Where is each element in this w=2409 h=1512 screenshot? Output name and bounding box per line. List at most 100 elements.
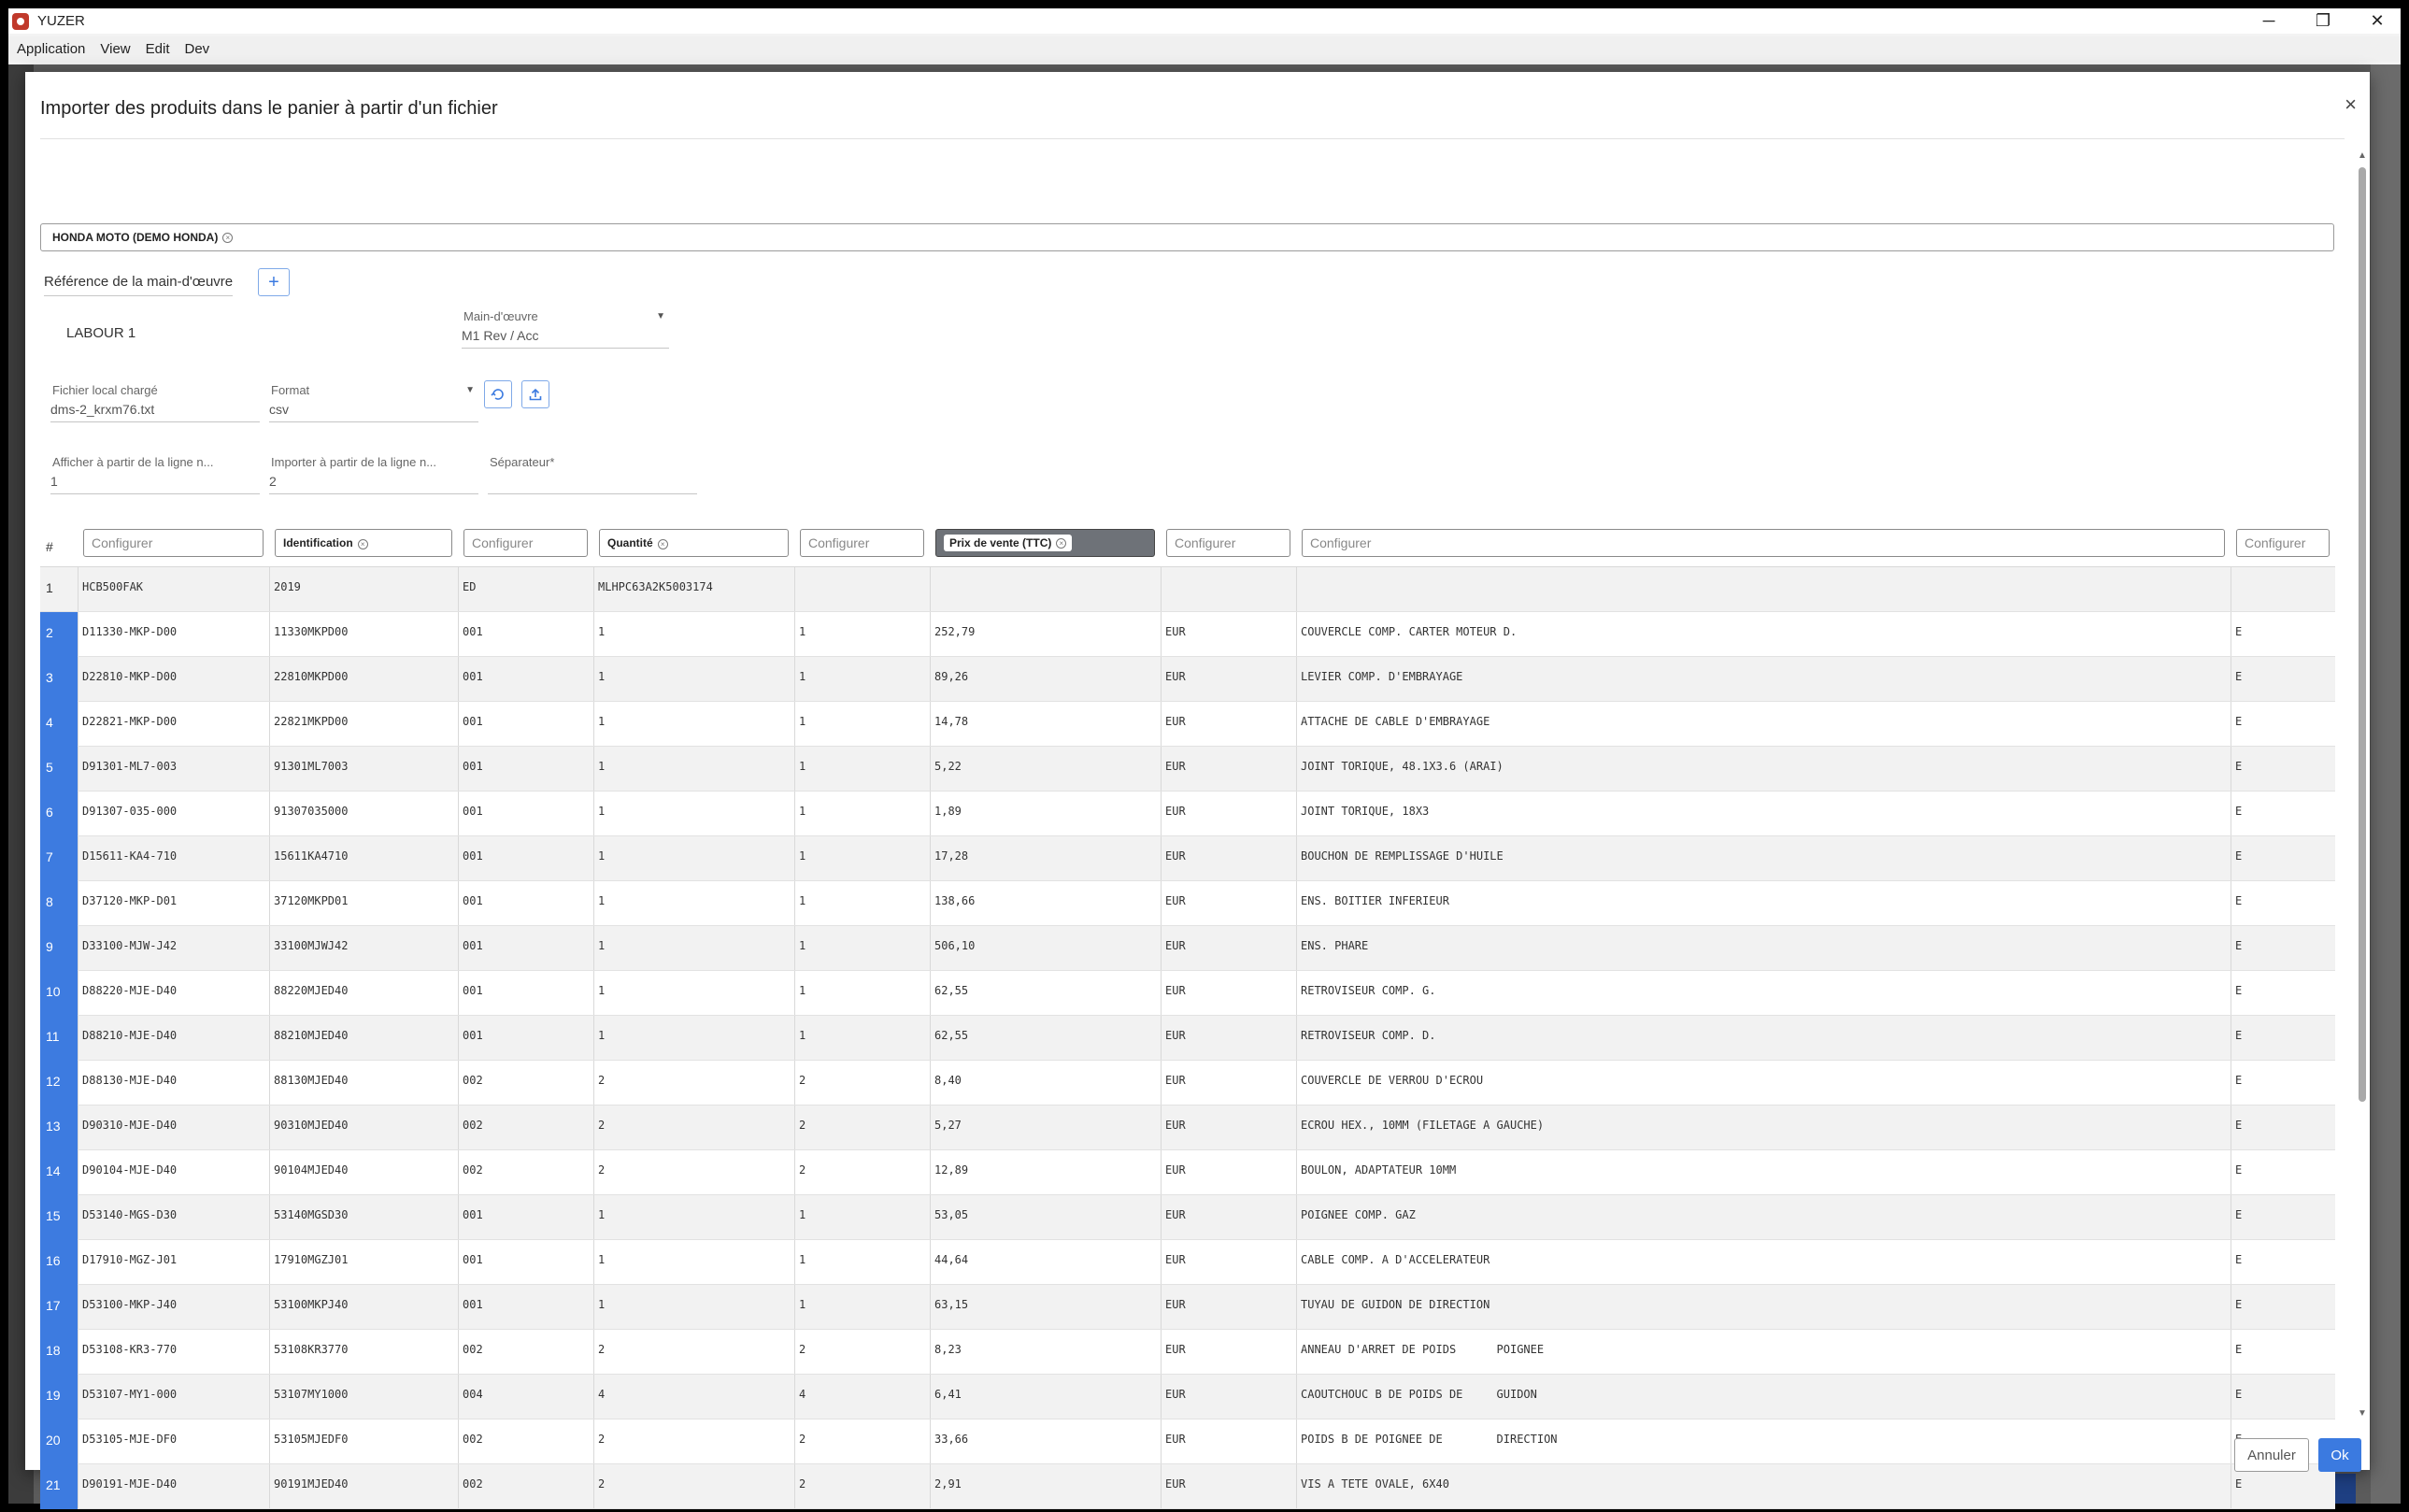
dialog-close-icon[interactable]: × <box>2345 93 2357 116</box>
remove-mapping-icon[interactable]: × <box>657 539 668 549</box>
column-mapping-label: Quantité × <box>607 536 668 549</box>
table-cell <box>1161 567 1296 611</box>
table-cell: E <box>2231 792 2335 835</box>
scroll-down-icon[interactable]: ▼ <box>2358 1408 2367 1419</box>
table-cell: E <box>2231 1061 2335 1105</box>
table-cell: JOINT TORIQUE, 18X3 <box>1296 792 2231 835</box>
remove-mapping-icon[interactable]: × <box>357 539 368 549</box>
column-mapping-label: Identification × <box>283 536 368 549</box>
menu-edit[interactable]: Edit <box>145 41 170 57</box>
table-cell: 53105MJEDF0 <box>269 1419 458 1463</box>
labour-name: LABOUR 1 <box>66 325 136 341</box>
column-mapping-label: Configurer <box>2245 535 2305 550</box>
table-row[interactable]: 7 D15611-KA4-710 15611KA4710 001 1 1 17,28 EUR B… <box>40 836 2335 881</box>
table-cell: E <box>2231 881 2335 925</box>
add-labour-button[interactable]: + <box>258 268 290 296</box>
table-cell: 33,66 <box>930 1419 1161 1463</box>
table-row[interactable]: 1 HCB500FAK 2019 ED MLHPC63A2K5003174 <box>40 567 2335 612</box>
table-row[interactable]: 21 D90191-MJE-D40 90191MJED40 002 2 2 2,91 EUR V… <box>40 1464 2335 1509</box>
separator-field[interactable]: Séparateur* <box>488 455 697 494</box>
table-cell: 506,10 <box>930 926 1161 970</box>
display-from-line-field[interactable]: Afficher à partir de la ligne n... 1 <box>50 455 260 494</box>
table-row[interactable]: 4 D22821-MKP-D00 22821MKPD00 001 1 1 14,78 EUR A… <box>40 702 2335 747</box>
restore-icon[interactable]: ❐ <box>2315 11 2331 30</box>
ok-button[interactable]: Ok <box>2318 1438 2361 1472</box>
table-row[interactable]: 2 D11330-MKP-D00 11330MKPD00 001 1 1 252,79 EUR… <box>40 612 2335 657</box>
table-row[interactable]: 19 D53107-MY1-000 53107MY1000 004 4 4 6,41 EUR C… <box>40 1375 2335 1419</box>
menu-view[interactable]: View <box>100 41 131 57</box>
table-cell: EUR <box>1161 1105 1296 1149</box>
table-cell: 2019 <box>269 567 458 611</box>
table-cell: 62,55 <box>930 1016 1161 1060</box>
table-cell: ED <box>458 567 593 611</box>
column-mapping-5[interactable]: Configurer <box>800 529 924 557</box>
table-row[interactable]: 6 D91307-035-000 91307035000 001 1 1 1,89 EUR JO… <box>40 792 2335 836</box>
upload-file-button[interactable] <box>521 380 549 408</box>
table-row[interactable]: 20 D53105-MJE-DF0 53105MJEDF0 002 2 2 33,66 EUR… <box>40 1419 2335 1464</box>
table-cell: 252,79 <box>930 612 1161 656</box>
title-bar: YUZER ─ ❐ ✕ <box>8 8 2401 34</box>
table-cell: 1 <box>794 1285 930 1329</box>
column-mapping-7[interactable]: Configurer <box>1166 529 1290 557</box>
column-mapping-1[interactable]: Configurer <box>83 529 264 557</box>
table-cell: 53140MGSD30 <box>269 1195 458 1239</box>
remove-chip-icon[interactable]: × <box>222 232 234 243</box>
table-cell: MLHPC63A2K5003174 <box>593 567 794 611</box>
table-cell: CABLE COMP. A D'ACCELERATEUR <box>1296 1240 2231 1284</box>
table-row[interactable]: 18 D53108-KR3-770 53108KR3770 002 2 2 8,23 EUR A… <box>40 1330 2335 1375</box>
remove-mapping-icon[interactable]: × <box>1056 537 1067 549</box>
column-mapping-4[interactable]: Quantité × <box>599 529 789 557</box>
table-cell: 001 <box>458 1016 593 1060</box>
table-cell: ENS. PHARE <box>1296 926 2231 970</box>
table-cell: D22810-MKP-D00 <box>78 657 269 701</box>
table-row[interactable]: 11 D88210-MJE-D40 88210MJED40 001 1 1 62,55 EUR… <box>40 1016 2335 1061</box>
cancel-button[interactable]: Annuler <box>2234 1438 2309 1472</box>
window-close-icon[interactable]: ✕ <box>2370 11 2385 30</box>
table-row[interactable]: 16 D17910-MGZ-J01 17910MGZJ01 001 1 1 44,64 EUR… <box>40 1240 2335 1285</box>
table-cell: 1 <box>794 747 930 791</box>
table-row[interactable]: 14 D90104-MJE-D40 90104MJED40 002 2 2 12,89 EUR… <box>40 1150 2335 1195</box>
minimize-icon[interactable]: ─ <box>2262 11 2275 30</box>
table-cell <box>930 567 1161 611</box>
table-cell: 2 <box>593 1061 794 1105</box>
scrollbar-thumb[interactable] <box>2359 167 2366 1102</box>
table-cell <box>794 567 930 611</box>
labour-select[interactable]: Main-d'œuvre M1 Rev / Acc ▼ <box>462 309 669 349</box>
scroll-up-icon[interactable]: ▲ <box>2358 150 2367 161</box>
reload-file-button[interactable] <box>484 380 512 408</box>
column-mapping-6[interactable]: Prix de vente (TTC) × <box>935 529 1155 557</box>
table-cell: D91307-035-000 <box>78 792 269 835</box>
table-cell: 5,22 <box>930 747 1161 791</box>
table-cell: 1 <box>593 881 794 925</box>
table-row[interactable]: 5 D91301-ML7-003 91301ML7003 001 1 1 5,22 EUR JO… <box>40 747 2335 792</box>
table-row[interactable]: 15 D53140-MGS-D30 53140MGSD30 001 1 1 53,05 EUR… <box>40 1195 2335 1240</box>
table-cell: D53105-MJE-DF0 <box>78 1419 269 1463</box>
dealer-selector[interactable]: HONDA MOTO (DEMO HONDA) × <box>40 223 2334 251</box>
column-mapping-9[interactable]: Configurer <box>2236 529 2330 557</box>
table-cell: 53100MKPJ40 <box>269 1285 458 1329</box>
menu-application[interactable]: Application <box>17 41 86 57</box>
table-row[interactable]: 8 D37120-MKP-D01 37120MKPD01 001 1 1 138,66 EUR… <box>40 881 2335 926</box>
table-cell: 4 <box>593 1375 794 1419</box>
table-row[interactable]: 10 D88220-MJE-D40 88220MJED40 001 1 1 62,55 EUR… <box>40 971 2335 1016</box>
format-select[interactable]: Format csv ▼ <box>269 383 478 422</box>
import-from-line-field[interactable]: Importer à partir de la ligne n... 2 <box>269 455 478 494</box>
column-mapping-2[interactable]: Identification × <box>275 529 452 557</box>
column-mapping-label: Configurer <box>1175 535 1235 550</box>
table-row[interactable]: 17 D53100-MKP-J40 53100MKPJ40 001 1 1 63,15 EUR… <box>40 1285 2335 1330</box>
table-row[interactable]: 12 D88130-MJE-D40 88130MJED40 002 2 2 8,40 EUR C… <box>40 1061 2335 1105</box>
table-row[interactable]: 9 D33100-MJW-J42 33100MJWJ42 001 1 1 506,10 EUR… <box>40 926 2335 971</box>
table-cell: D88220-MJE-D40 <box>78 971 269 1015</box>
table-cell: EUR <box>1161 1464 1296 1508</box>
table-cell: VIS A TETE OVALE, 6X40 <box>1296 1464 2231 1508</box>
table-cell: 1 <box>794 657 930 701</box>
separator-label: Séparateur* <box>490 455 555 469</box>
column-mapping-3[interactable]: Configurer <box>463 529 588 557</box>
table-row[interactable]: 3 D22810-MKP-D00 22810MKPD00 001 1 1 89,26 EUR L… <box>40 657 2335 702</box>
table-cell: 2 <box>593 1150 794 1194</box>
table-cell: D88210-MJE-D40 <box>78 1016 269 1060</box>
column-mapping-8[interactable]: Configurer <box>1302 529 2225 557</box>
table-row[interactable]: 13 D90310-MJE-D40 90310MJED40 002 2 2 5,27 EUR E… <box>40 1105 2335 1150</box>
vertical-scrollbar[interactable]: ▲ ▼ <box>2355 150 2370 1421</box>
menu-dev[interactable]: Dev <box>184 41 210 57</box>
